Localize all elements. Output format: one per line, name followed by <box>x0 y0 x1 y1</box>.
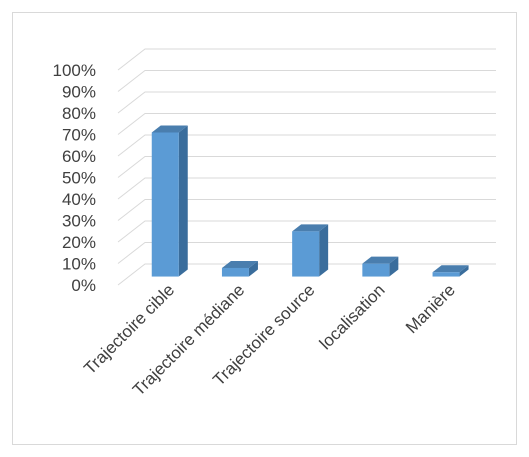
bar-top <box>292 224 329 232</box>
y-tick-label-70: 70% <box>62 126 96 145</box>
gridline-40 <box>117 177 496 200</box>
gridline-20 <box>117 220 496 243</box>
bar-front <box>432 272 460 277</box>
bar-top <box>432 265 469 273</box>
y-axis-tick-labels: 0% 10% 20% 30% 40% 50% 60% 70% 80% 90% 100% <box>53 61 96 295</box>
bars <box>151 125 469 277</box>
bar-front <box>151 132 179 277</box>
gridline-90 <box>117 70 496 92</box>
y-tick-label-0: 0% <box>71 276 96 295</box>
x-category-label-4: Manière <box>402 280 459 337</box>
bar-side <box>319 224 329 277</box>
bar-side <box>178 125 188 277</box>
bar-side <box>389 256 399 277</box>
bar-4 <box>432 265 469 277</box>
y-tick-label-100: 100% <box>53 61 96 80</box>
bar-front <box>292 231 320 277</box>
y-tick-label-10: 10% <box>62 255 96 274</box>
bar-side <box>459 265 469 277</box>
gridline-80 <box>117 91 496 114</box>
bar-top <box>362 256 399 264</box>
y-tick-label-30: 30% <box>62 212 96 231</box>
bar-top <box>151 125 188 133</box>
bar-chart: 0% 10% 20% 30% 40% 50% 60% 70% 80% 90% 100% Trajec… <box>53 48 496 400</box>
gridline-100 <box>117 48 496 71</box>
x-category-label-3: localisation <box>316 280 389 353</box>
bar-front <box>221 267 249 277</box>
y-tick-label-80: 80% <box>62 104 96 123</box>
gridline-70 <box>117 113 496 135</box>
bar-3 <box>362 256 399 277</box>
y-tick-label-90: 90% <box>62 83 96 102</box>
bar-0 <box>151 125 188 277</box>
y-tick-label-60: 60% <box>62 147 96 166</box>
y-tick-label-20: 20% <box>62 233 96 252</box>
y-tick-label-50: 50% <box>62 169 96 188</box>
bar-top <box>221 260 258 268</box>
bar-1 <box>221 260 258 277</box>
bar-2 <box>292 224 329 277</box>
gridlines <box>117 48 496 286</box>
gridline-30 <box>117 199 496 221</box>
gridline-50 <box>117 156 496 178</box>
bar-front <box>362 263 390 277</box>
y-tick-label-40: 40% <box>62 190 96 209</box>
bar-side <box>248 260 258 277</box>
gridline-60 <box>117 134 496 157</box>
gridline-10 <box>117 242 496 264</box>
chart-frame: 0% 10% 20% 30% 40% 50% 60% 70% 80% 90% 100% Trajec… <box>12 12 517 445</box>
